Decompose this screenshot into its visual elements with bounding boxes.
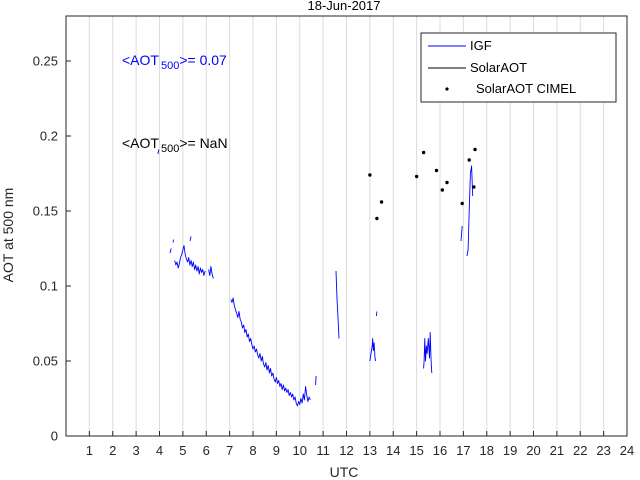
cimel-point [414,174,419,179]
igf-line-segment [208,266,214,279]
cimel-point [467,158,471,162]
x-gridlines [88,16,605,436]
igf-line-segment [315,375,317,386]
x-tick-label: 13 [363,443,377,458]
x-tick-label: 8 [249,443,256,458]
annotation-igf-mean: <AOT 500>= 0.07 [122,52,227,72]
legend-label-solaraot: SolarAOT [470,60,527,75]
annotation-solaraot-prefix: <AOT [122,135,159,151]
series-solaraot-cimel [368,147,477,221]
x-axis-label: UTC [330,464,359,480]
x-tick-label: 21 [550,443,564,458]
cimel-point [472,185,476,189]
x-tick-label: 18 [480,443,494,458]
x-tick-label: 22 [573,443,587,458]
annotation-igf-prefix: <AOT [122,52,159,68]
x-tick-label: 6 [203,443,210,458]
x-tick-label: 3 [133,443,140,458]
x-tick-label: 2 [109,443,116,458]
x-tick-label: 11 [316,443,330,458]
cimel-point [434,168,439,173]
y-tick-label: 0.05 [33,354,58,369]
igf-line-segment [375,311,378,317]
cimel-point [473,147,477,152]
cimel-point [440,188,445,192]
x-tick-label: 4 [156,443,163,458]
y-tick-label: 0 [51,429,58,444]
cimel-point [460,201,464,206]
igf-line-segment [169,248,172,254]
x-tick-label: 16 [433,443,447,458]
series-igf [157,149,474,407]
cimel-point [379,200,384,204]
igf-line-segment [460,225,463,242]
x-tick-label: 7 [226,443,233,458]
annotation-igf-subscript: 500 [161,60,179,72]
y-tick-label: 0.15 [33,204,58,219]
x-tick-label: 17 [456,443,470,458]
cimel-point [421,150,426,155]
igf-line-segment [230,297,311,407]
igf-line-segment [466,165,474,257]
legend: IGF SolarAOT SolarAOT CIMEL [420,32,617,103]
igf-line-segment [174,245,206,276]
igf-line-segment [369,338,377,362]
x-tick-label: 20 [526,443,540,458]
x-tick-label: 15 [409,443,423,458]
annotation-solaraot-mean: <AOT 500>= NaN [122,135,228,155]
x-tick-label: 23 [596,443,610,458]
x-tick-label: 9 [273,443,280,458]
annotation-igf-suffix: >= 0.07 [179,52,227,68]
x-tick-label: 24 [620,443,634,458]
y-tick-label: 0.25 [33,54,58,69]
y-tick-label: 0.2 [40,129,58,144]
y-axis-label: AOT at 500 nm [0,188,16,283]
igf-line-segment [335,270,340,339]
x-tick-label: 5 [179,443,186,458]
annotation-solaraot-suffix: >= NaN [179,135,227,151]
igf-line-segment [157,149,160,155]
x-tick-label: 19 [503,443,517,458]
cimel-point [445,180,449,185]
x-tick-label: 1 [86,443,93,458]
x-tick-label: 12 [339,443,353,458]
igf-line-segment [189,236,192,242]
cimel-point [368,173,372,177]
annotation-solaraot-subscript: 500 [161,143,179,155]
y-tick-label: 0.1 [40,279,58,294]
legend-label-igf: IGF [470,38,492,53]
legend-label-cimel: SolarAOT CIMEL [476,81,576,96]
x-tick-label: 10 [293,443,307,458]
chart-title: 18-Jun-2017 [308,0,381,13]
igf-line-segment [423,332,433,374]
legend-marker-cimel [445,87,449,91]
x-tick-label: 14 [386,443,400,458]
axis-ticks: 1 2 3 4 5 6 7 8 9 10 11 12 13 14 15 16 17 18 19 20 21 22 23 240… [33,54,635,459]
series-layer [157,147,477,407]
cimel-point [375,216,379,221]
